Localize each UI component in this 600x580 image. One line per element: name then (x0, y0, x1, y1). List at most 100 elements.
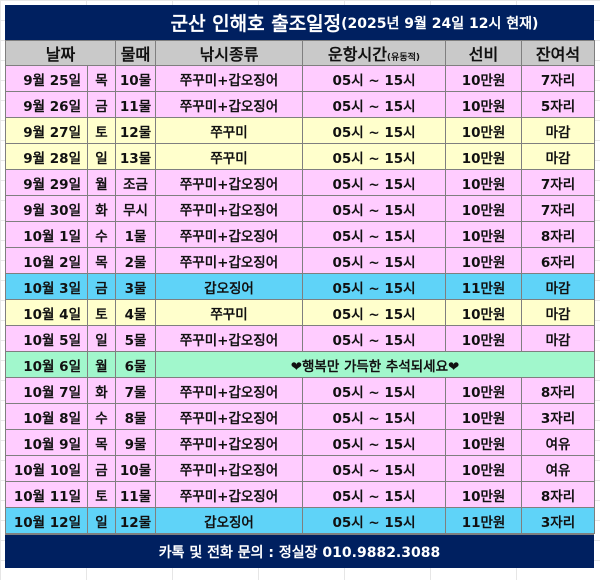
cell-seats: 7자리 (521, 169, 596, 196)
cell-fee: 10만원 (445, 325, 523, 352)
cell-seats: 7자리 (521, 65, 596, 92)
cell-date: 10월 10일 (5, 455, 88, 482)
cell-species: 쭈꾸미+갑오징어 (155, 169, 304, 196)
cell-species: 쭈꾸미+갑오징어 (155, 65, 304, 92)
cell-date: 10월 4일 (5, 299, 88, 326)
header-time-label: 운항시간 (328, 45, 387, 64)
cell-date: 10월 5일 (5, 325, 88, 352)
cell-time: 05시 ~ 15시 (302, 325, 447, 352)
cell-fee: 10만원 (445, 169, 523, 196)
cell-species: 쭈꾸미 (155, 299, 304, 326)
cell-date: 10월 1일 (5, 221, 88, 248)
cell-fee: 10만원 (445, 377, 523, 404)
table-row: 10월 3일 금 3물 갑오징어 05시 ~ 15시 11만원 마감 (5, 273, 596, 300)
cell-fee: 10만원 (445, 65, 523, 92)
cell-fee: 10만원 (445, 481, 523, 508)
table-row: 10월 5일 일 5물 쭈꾸미+갑오징어 05시 ~ 15시 10만원 마감 (5, 325, 596, 352)
cell-day: 토 (86, 481, 117, 508)
cell-tide: 13물 (115, 143, 157, 170)
cell-seats: 마감 (521, 325, 596, 352)
cell-date: 9월 28일 (5, 143, 88, 170)
cell-seats: 3자리 (521, 507, 596, 534)
cell-day: 일 (86, 325, 117, 352)
cell-date: 10월 7일 (5, 377, 88, 404)
cell-seats: 8자리 (521, 481, 596, 508)
contact-footer: 카톡 및 전화 문의 : 정실장 010.9882.3088 (5, 534, 594, 568)
schedule-sheet: 군산 인해호 출조일정 (2025년 9월 24일 12시 현재) 날짜 물때 낚… (4, 5, 596, 568)
cell-time: 05시 ~ 15시 (302, 377, 447, 404)
cell-tide: 9물 (115, 429, 157, 456)
cell-tide: 3물 (115, 273, 157, 300)
cell-fee: 11만원 (445, 273, 523, 300)
cell-day: 목 (86, 65, 117, 92)
cell-seats: 3자리 (521, 403, 596, 430)
cell-seats: 마감 (521, 143, 596, 170)
cell-species: 쭈꾸미+갑오징어 (155, 429, 304, 456)
cell-day: 금 (86, 455, 117, 482)
title-main: 군산 인해호 출조일정 (170, 13, 342, 35)
table-row: 9월 26일 금 11물 쭈꾸미+갑오징어 05시 ~ 15시 10만원 5자리 (5, 91, 596, 118)
cell-day: 월 (86, 351, 117, 378)
cell-tide: 4물 (115, 299, 157, 326)
schedule-table: 날짜 물때 낚시종류 운항시간(유동적) 선비 잔여석 9월 25일 목 10물 쭈꾸… (4, 40, 596, 534)
cell-species: 쭈꾸미 (155, 143, 304, 170)
cell-date: 10월 9일 (5, 429, 88, 456)
cell-day: 토 (86, 299, 117, 326)
table-row: 10월 12일 일 12물 갑오징어 05시 ~ 15시 11만원 3자리 (5, 507, 596, 534)
cell-seats: 8자리 (521, 377, 596, 404)
cell-day: 수 (86, 221, 117, 248)
cell-tide: 8물 (115, 403, 157, 430)
cell-day: 목 (86, 247, 117, 274)
cell-time: 05시 ~ 15시 (302, 481, 447, 508)
header-fee: 선비 (445, 40, 523, 66)
table-row: 9월 30일 화 무시 쭈꾸미+갑오징어 05시 ~ 15시 10만원 7자리 (5, 195, 596, 222)
cell-day: 금 (86, 273, 117, 300)
cell-seats: 여유 (521, 429, 596, 456)
cell-species: 갑오징어 (155, 507, 304, 534)
table-row: 10월 9일 목 9물 쭈꾸미+갑오징어 05시 ~ 15시 10만원 여유 (5, 429, 596, 456)
cell-seats: 마감 (521, 299, 596, 326)
cell-seats: 8자리 (521, 221, 596, 248)
header-time-note: (유동적) (386, 53, 420, 63)
page-title: 군산 인해호 출조일정 (2025년 9월 24일 12시 현재) (5, 5, 594, 40)
cell-date: 9월 26일 (5, 91, 88, 118)
table-row: 9월 27일 토 12물 쭈꾸미 05시 ~ 15시 10만원 마감 (5, 117, 596, 144)
cell-tide: 12물 (115, 117, 157, 144)
cell-day: 금 (86, 91, 117, 118)
cell-date: 9월 27일 (5, 117, 88, 144)
cell-seats: 마감 (521, 117, 596, 144)
cell-fee: 10만원 (445, 195, 523, 222)
cell-seats: 7자리 (521, 195, 596, 222)
cell-time: 05시 ~ 15시 (302, 221, 447, 248)
header-seats: 잔여석 (521, 40, 596, 66)
cell-day: 일 (86, 507, 117, 534)
cell-species: 쭈꾸미+갑오징어 (155, 247, 304, 274)
cell-date: 10월 8일 (5, 403, 88, 430)
cell-date: 9월 25일 (5, 65, 88, 92)
cell-time: 05시 ~ 15시 (302, 507, 447, 534)
cell-date: 9월 30일 (5, 195, 88, 222)
header-tide: 물때 (115, 40, 157, 66)
cell-time: 05시 ~ 15시 (302, 429, 447, 456)
cell-tide: 조금 (115, 169, 157, 196)
cell-tide: 7물 (115, 377, 157, 404)
cell-fee: 10만원 (445, 299, 523, 326)
cell-fee: 10만원 (445, 91, 523, 118)
cell-species: 쭈꾸미+갑오징어 (155, 325, 304, 352)
table-row: 9월 29일 월 조금 쭈꾸미+갑오징어 05시 ~ 15시 10만원 7자리 (5, 169, 596, 196)
cell-fee: 10만원 (445, 221, 523, 248)
cell-day: 화 (86, 377, 117, 404)
cell-fee: 10만원 (445, 143, 523, 170)
cell-time: 05시 ~ 15시 (302, 169, 447, 196)
cell-tide: 1물 (115, 221, 157, 248)
table-row: 9월 25일 목 10물 쭈꾸미+갑오징어 05시 ~ 15시 10만원 7자리 (5, 65, 596, 92)
cell-day: 수 (86, 403, 117, 430)
cell-day: 월 (86, 169, 117, 196)
table-row: 9월 28일 일 13물 쭈꾸미 05시 ~ 15시 10만원 마감 (5, 143, 596, 170)
cell-species: 쭈꾸미+갑오징어 (155, 481, 304, 508)
cell-species: 쭈꾸미+갑오징어 (155, 455, 304, 482)
cell-date: 10월 3일 (5, 273, 88, 300)
cell-species: 쭈꾸미+갑오징어 (155, 221, 304, 248)
cell-species: 쭈꾸미+갑오징어 (155, 377, 304, 404)
table-row: 10월 11일 토 11물 쭈꾸미+갑오징어 05시 ~ 15시 10만원 8자리 (5, 481, 596, 508)
